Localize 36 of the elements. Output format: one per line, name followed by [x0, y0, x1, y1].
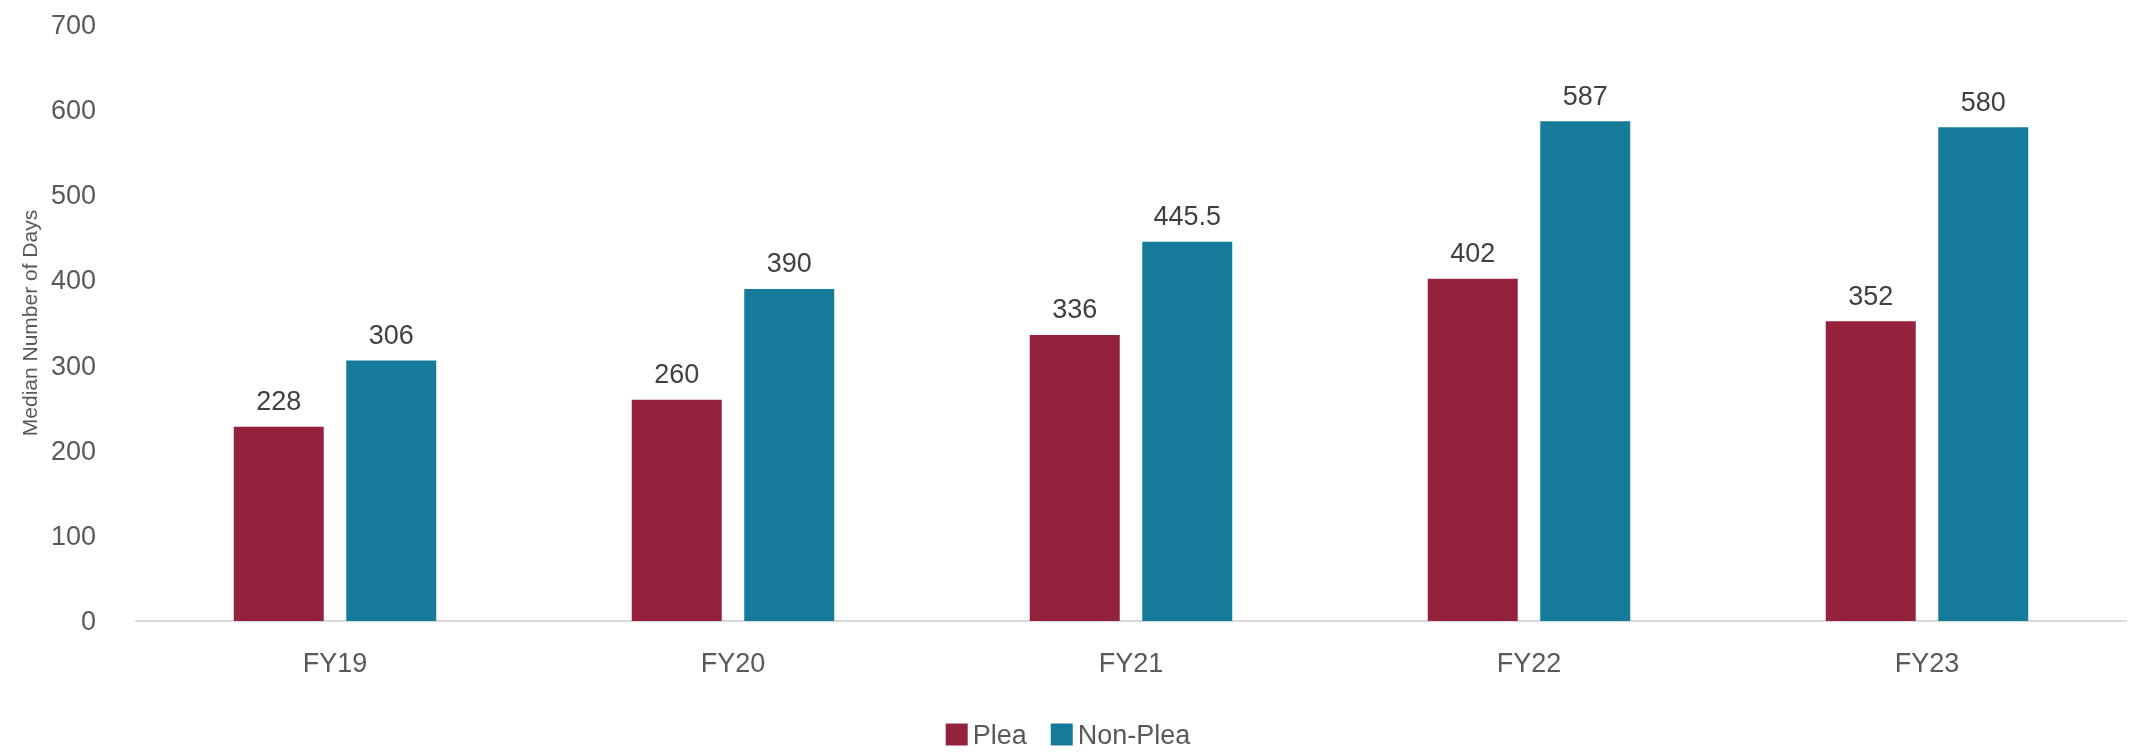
bar	[233, 426, 324, 621]
x-tick-label: FY22	[1496, 647, 1562, 678]
data-label: 260	[654, 359, 700, 390]
data-label: 390	[766, 248, 812, 279]
data-label: 352	[1848, 280, 1894, 311]
y-tick-label: 200	[50, 435, 96, 466]
legend-label: Plea	[972, 719, 1028, 750]
y-tick-label: 700	[50, 10, 96, 40]
data-label: 306	[368, 319, 414, 350]
x-tick-label: FY19	[302, 647, 368, 678]
data-label: 336	[1052, 294, 1098, 325]
data-label: 580	[1960, 86, 2006, 117]
y-tick-label: 0	[80, 606, 96, 636]
bar	[1540, 121, 1631, 621]
data-label: 228	[256, 386, 302, 417]
y-tick-label: 500	[50, 180, 96, 211]
bar	[744, 288, 835, 621]
bar	[1142, 241, 1233, 621]
x-tick-label: FY23	[1894, 647, 1960, 678]
x-tick-label: FY20	[700, 647, 766, 678]
x-tick-label: FY21	[1098, 647, 1164, 678]
bar	[1427, 278, 1518, 621]
y-tick-label: 600	[50, 95, 96, 126]
data-label: 402	[1450, 238, 1496, 269]
data-label: 587	[1562, 80, 1608, 111]
bar	[346, 360, 437, 621]
bar	[1029, 334, 1120, 621]
y-tick-label: 300	[50, 350, 96, 381]
y-tick-label: 100	[50, 520, 96, 551]
y-tick-label: 400	[50, 265, 96, 296]
bar	[631, 399, 722, 621]
legend-label: Non-Plea	[1077, 719, 1192, 750]
bar	[1825, 321, 1916, 621]
data-label: 445.5	[1153, 201, 1222, 232]
y-axis-title: Median Number of Days	[18, 209, 42, 437]
bar	[1938, 127, 2029, 621]
